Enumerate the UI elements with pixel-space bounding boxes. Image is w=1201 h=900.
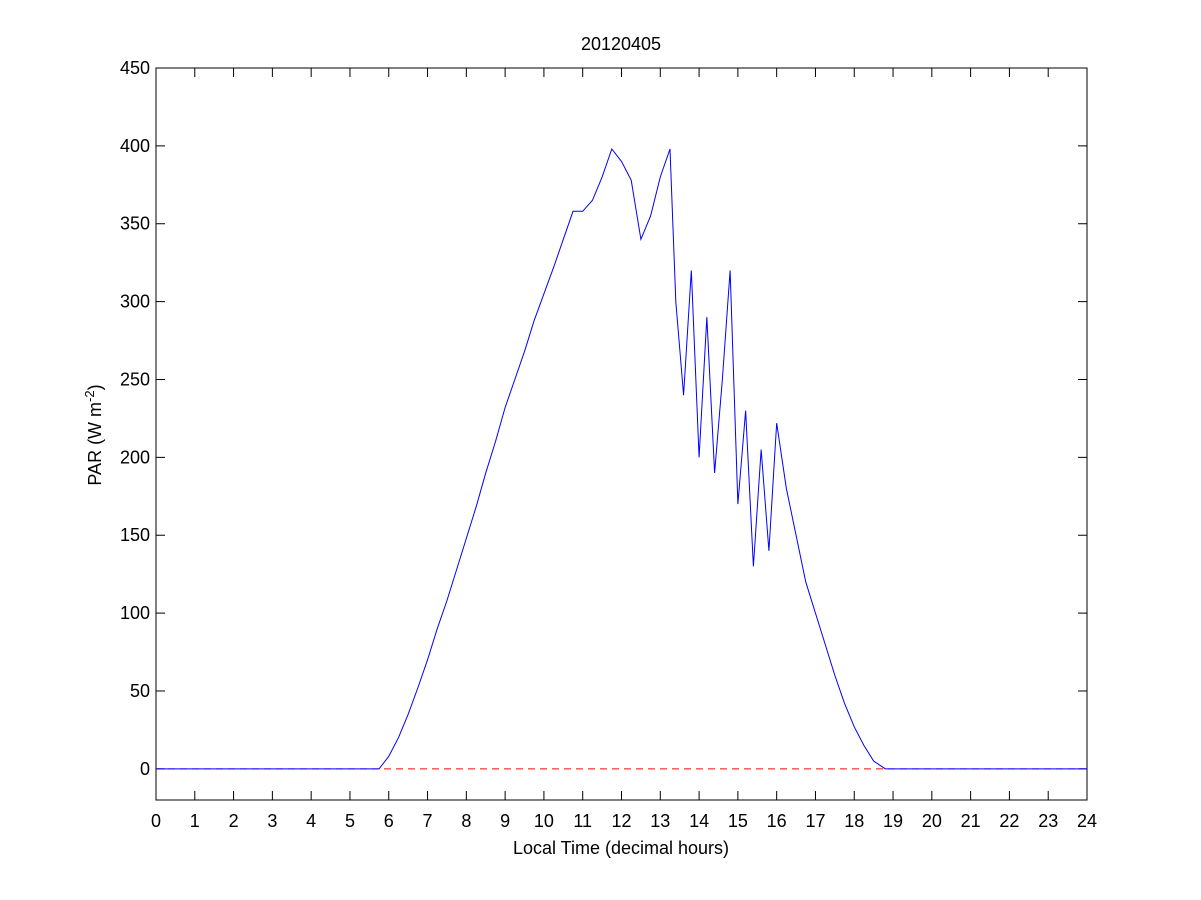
- x-tick-label: 17: [805, 811, 825, 831]
- x-tick-label: 19: [883, 811, 903, 831]
- x-tick-label: 20: [922, 811, 942, 831]
- y-axis-label: PAR (W m-2): [82, 384, 106, 485]
- data-line: [156, 147, 1087, 770]
- y-tick-label: 50: [130, 681, 150, 701]
- x-tick-label: 2: [229, 811, 239, 831]
- y-label-superscript: -2: [82, 390, 97, 402]
- x-tick-label: 23: [1038, 811, 1058, 831]
- x-tick-label: 5: [345, 811, 355, 831]
- x-tick-label: 4: [306, 811, 316, 831]
- x-tick-label: 9: [500, 811, 510, 831]
- y-tick-label: 350: [120, 214, 150, 234]
- y-tick-label: 0: [140, 759, 150, 779]
- x-tick-label: 6: [384, 811, 394, 831]
- x-tick-label: 8: [461, 811, 471, 831]
- y-tick-label: 200: [120, 447, 150, 467]
- y-tick-label: 150: [120, 525, 150, 545]
- chart-title: 20120405: [581, 34, 661, 54]
- x-tick-label: 11: [573, 811, 592, 831]
- y-tick-label: 250: [120, 369, 150, 389]
- y-tick-label: 450: [120, 58, 150, 78]
- x-tick-label: 21: [961, 811, 981, 831]
- x-tick-label: 16: [767, 811, 787, 831]
- y-label-suffix: ): [85, 384, 105, 390]
- y-label-text: PAR (W m: [85, 402, 105, 486]
- x-tick-label: 13: [650, 811, 670, 831]
- x-tick-label: 10: [534, 811, 554, 831]
- x-tick-label: 24: [1077, 811, 1097, 831]
- x-tick-label: 12: [611, 811, 631, 831]
- x-tick-label: 18: [844, 811, 864, 831]
- x-axis-label: Local Time (decimal hours): [513, 838, 729, 858]
- y-tick-label: 400: [120, 136, 150, 156]
- x-tick-label: 15: [728, 811, 748, 831]
- x-tick-label: 3: [267, 811, 277, 831]
- x-tick-label: 7: [423, 811, 433, 831]
- y-tick-label: 300: [120, 292, 150, 312]
- x-tick-label: 1: [190, 811, 200, 831]
- y-tick-label: 100: [120, 603, 150, 623]
- x-tick-label: 14: [689, 811, 709, 831]
- x-tick-label: 0: [151, 811, 161, 831]
- x-tick-label: 22: [999, 811, 1019, 831]
